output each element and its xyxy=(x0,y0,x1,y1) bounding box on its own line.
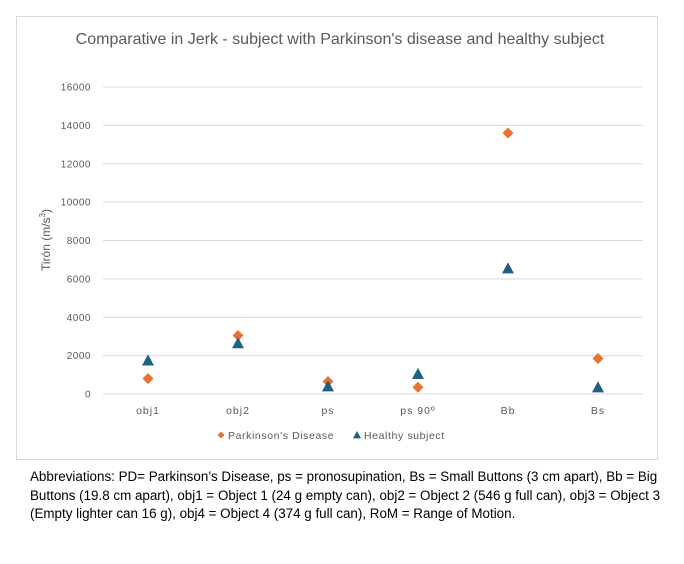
data-point-healthy xyxy=(592,381,604,393)
y-axis-ticks: 0 2000 4000 6000 8000 10000 12000 14000 16000 xyxy=(61,83,91,401)
data-point-healthy xyxy=(142,354,154,366)
x-category-label: obj1 xyxy=(136,405,160,417)
x-category-label: Bs xyxy=(591,405,605,417)
y-axis-label: Tirón (m/s3) xyxy=(38,209,53,271)
figure-caption: Abbreviations: PD= Parkinson’s Disease, … xyxy=(30,469,661,521)
y-tick-label: 2000 xyxy=(67,351,91,362)
y-tick-label: 4000 xyxy=(67,313,91,324)
data-point-parkinsons xyxy=(502,127,514,139)
x-category-label: ps xyxy=(321,405,334,417)
y-tick-label: 0 xyxy=(85,390,91,401)
y-tick-label: 10000 xyxy=(61,198,91,209)
legend: Parkinson's Disease Healthy subject xyxy=(217,430,445,442)
x-category-label: obj2 xyxy=(226,405,250,417)
data-point-healthy xyxy=(502,262,514,274)
legend-marker-healthy xyxy=(353,431,361,439)
y-tick-label: 16000 xyxy=(61,83,91,94)
data-point-parkinsons xyxy=(412,381,424,393)
data-point-healthy xyxy=(232,337,244,349)
x-axis-categories: obj1 obj2 ps ps 90º Bb Bs xyxy=(136,405,605,417)
x-category-label: ps 90º xyxy=(400,405,436,417)
data-point-healthy xyxy=(412,367,424,379)
data-point-parkinsons xyxy=(592,353,604,365)
y-tick-label: 6000 xyxy=(67,274,91,285)
data-markers xyxy=(142,127,604,393)
y-tick-label: 12000 xyxy=(61,159,91,170)
legend-label-healthy: Healthy subject xyxy=(364,430,445,442)
legend-label-parkinsons: Parkinson's Disease xyxy=(228,430,334,442)
chart-title: Comparative in Jerk - subject with Parki… xyxy=(75,31,605,48)
y-tick-label: 8000 xyxy=(67,236,91,247)
x-category-label: Bb xyxy=(501,405,516,417)
data-point-parkinsons xyxy=(142,373,154,385)
data-point-healthy xyxy=(322,380,334,392)
legend-marker-parkinsons xyxy=(217,431,225,439)
gridlines xyxy=(103,86,643,395)
y-tick-label: 14000 xyxy=(61,121,91,132)
chart-frame xyxy=(16,16,658,460)
chart-plot: 0 2000 4000 6000 8000 10000 12000 14000 16000 ob… xyxy=(38,83,643,442)
data-point-parkinsons xyxy=(232,329,244,341)
